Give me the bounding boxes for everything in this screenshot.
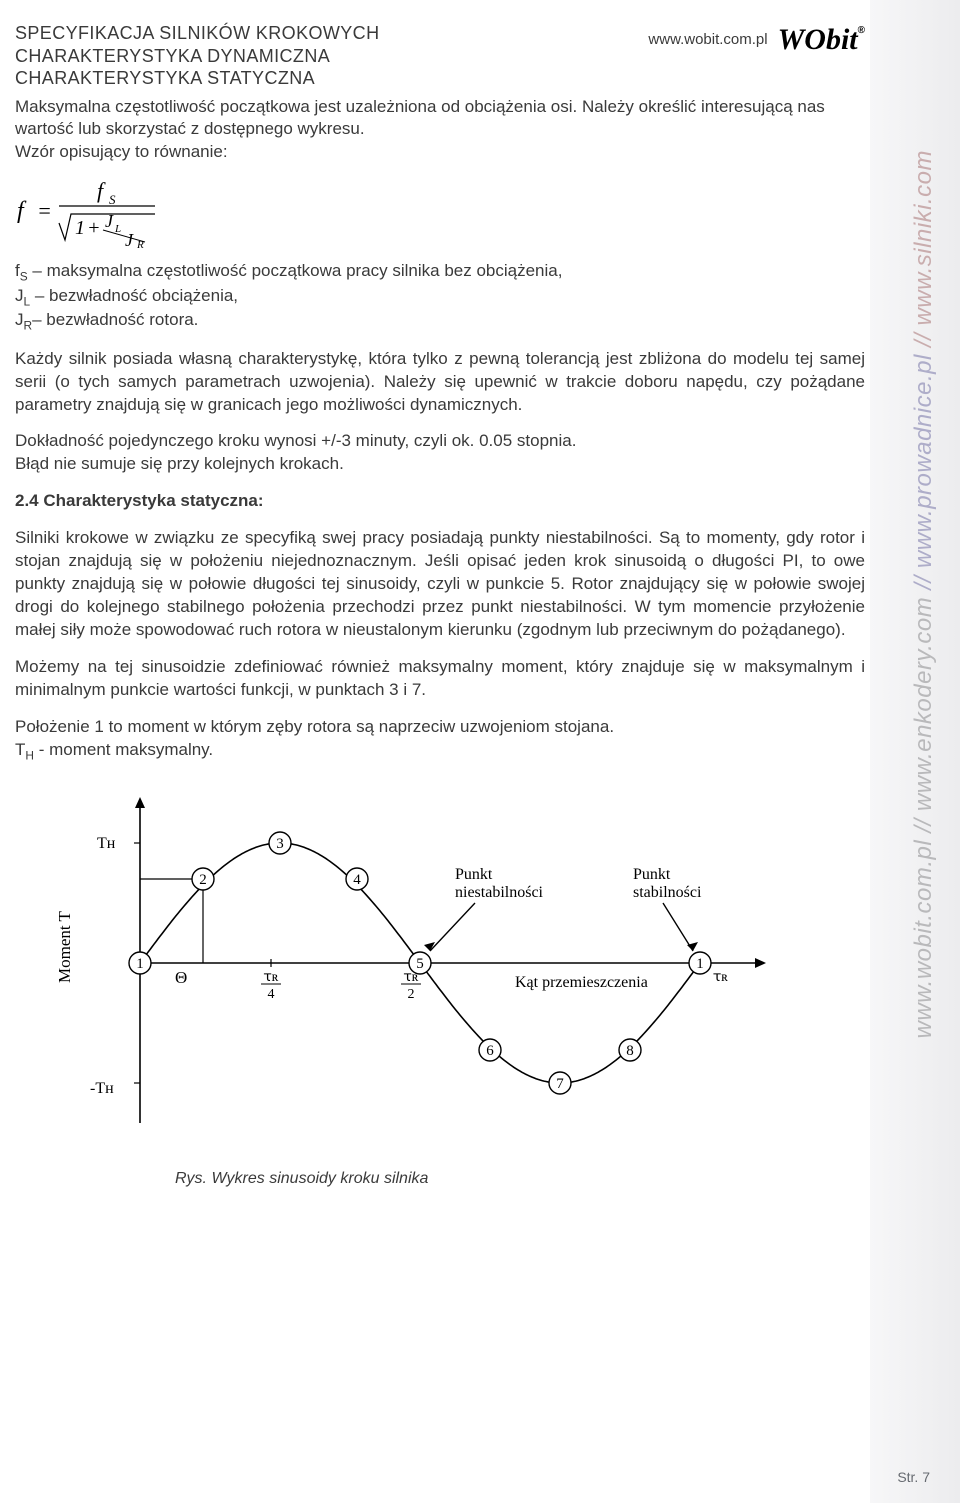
header-line-2: CHARAKTERYSTYKA DYNAMICZNA — [15, 45, 379, 68]
svg-text:8: 8 — [626, 1043, 634, 1059]
svg-text:4: 4 — [268, 987, 275, 1002]
svg-text:=: = — [37, 198, 52, 223]
svg-text:Kąt przemieszczenia: Kąt przemieszczenia — [515, 974, 648, 991]
accuracy-line-2: Błąd nie sumuje się przy kolejnych kroka… — [15, 453, 865, 476]
svg-text:-Tн: -Tн — [90, 1080, 114, 1097]
def-fs: fS – maksymalna częstotliwość początkowa… — [15, 260, 865, 284]
svg-text:stabilności: stabilności — [633, 884, 702, 901]
svg-text:1: 1 — [136, 956, 144, 972]
sb-url-4: www.silniki.com — [910, 150, 937, 326]
def-jr: JR– bezwładność rotora. — [15, 309, 865, 333]
definitions: fS – maksymalna częstotliwość początkowa… — [15, 260, 865, 333]
svg-text:Θ: Θ — [175, 968, 187, 987]
svg-text:f: f — [17, 198, 27, 224]
para-pos1: Położenie 1 to moment w którym zęby roto… — [15, 716, 865, 763]
svg-text:Tн: Tн — [97, 835, 116, 852]
svg-text:ꚍʀ: ꚍʀ — [404, 970, 419, 985]
para-intro: Maksymalna częstotliwość początkowa jest… — [15, 96, 865, 165]
svg-text:6: 6 — [486, 1043, 494, 1059]
svg-text:Punkt: Punkt — [633, 866, 671, 883]
diagram-svg: 123456781Moment TTн-TнΘꚍʀ4ꚍʀ2ꚍʀKąt przem… — [35, 783, 795, 1143]
svg-text:niestabilności: niestabilności — [455, 884, 544, 901]
sb-url-2: www.enkodery.com — [910, 597, 937, 811]
svg-text:2: 2 — [408, 987, 415, 1002]
para-series: Każdy silnik posiada własną charakteryst… — [15, 348, 865, 417]
svg-text:Moment T: Moment T — [55, 911, 74, 984]
para-maxmoment: Możemy na tej sinusoidzie zdefiniować ró… — [15, 656, 865, 702]
body: Maksymalna częstotliwość początkowa jest… — [15, 96, 865, 1190]
sidebar-urls: www.wobit.com.pl // www.enkodery.com // … — [910, 150, 938, 1039]
para-accuracy: Dokładność pojedynczego kroku wynosi +/-… — [15, 430, 865, 476]
svg-text:J: J — [105, 211, 114, 231]
pos1-line-1: Położenie 1 to moment w którym zęby roto… — [15, 716, 865, 739]
header-line-1: SPECYFIKACJA SILNIKÓW KROKOWYCH — [15, 22, 379, 45]
svg-text:Punkt: Punkt — [455, 866, 493, 883]
svg-text:3: 3 — [276, 836, 284, 852]
page-content: SPECYFIKACJA SILNIKÓW KROKOWYCH CHARAKTE… — [0, 0, 880, 1200]
svg-text:+: + — [87, 217, 101, 239]
svg-text:ꚍʀ: ꚍʀ — [264, 970, 279, 985]
diagram-caption: Rys. Wykres sinusoidy kroku silnika — [175, 1168, 795, 1190]
svg-text:f: f — [97, 178, 106, 203]
para-static: Silniki krokowe w związku ze specyfiką s… — [15, 527, 865, 642]
wobit-logo-icon: WObit® — [778, 26, 865, 53]
header-line-3: CHARAKTERYSTYKA STATYCZNA — [15, 67, 379, 90]
header-titles: SPECYFIKACJA SILNIKÓW KROKOWYCH CHARAKTE… — [15, 22, 379, 90]
sb-url-1: www.wobit.com.pl — [910, 840, 937, 1039]
accuracy-line-1: Dokładność pojedynczego kroku wynosi +/-… — [15, 430, 865, 453]
header-brand: www.wobit.com.pl WObit® — [648, 22, 865, 53]
svg-text:R: R — [136, 239, 144, 248]
page-number: Str. 7 — [897, 1469, 930, 1485]
header: SPECYFIKACJA SILNIKÓW KROKOWYCH CHARAKTE… — [15, 22, 865, 90]
svg-text:1: 1 — [75, 217, 85, 239]
section-heading-static: 2.4 Charakterystyka statyczna: — [15, 490, 865, 513]
svg-text:S: S — [109, 192, 116, 207]
site-url: www.wobit.com.pl — [648, 31, 767, 48]
svg-text:ꚍʀ: ꚍʀ — [713, 970, 728, 985]
svg-text:1: 1 — [696, 956, 704, 972]
sb-url-3: www.prowadnice.pl — [910, 354, 937, 568]
svg-text:7: 7 — [556, 1076, 564, 1092]
svg-text:2: 2 — [199, 872, 207, 888]
svg-text:J: J — [125, 230, 134, 248]
formula: f = f S 1 + J L J R — [15, 178, 865, 248]
svg-text:4: 4 — [353, 872, 361, 888]
def-jl: JL – bezwładność obciążenia, — [15, 285, 865, 309]
sine-diagram: 123456781Moment TTн-TнΘꚍʀ4ꚍʀ2ꚍʀKąt przem… — [35, 783, 795, 1190]
pos1-line-2: TH - moment maksymalny. — [15, 739, 865, 763]
